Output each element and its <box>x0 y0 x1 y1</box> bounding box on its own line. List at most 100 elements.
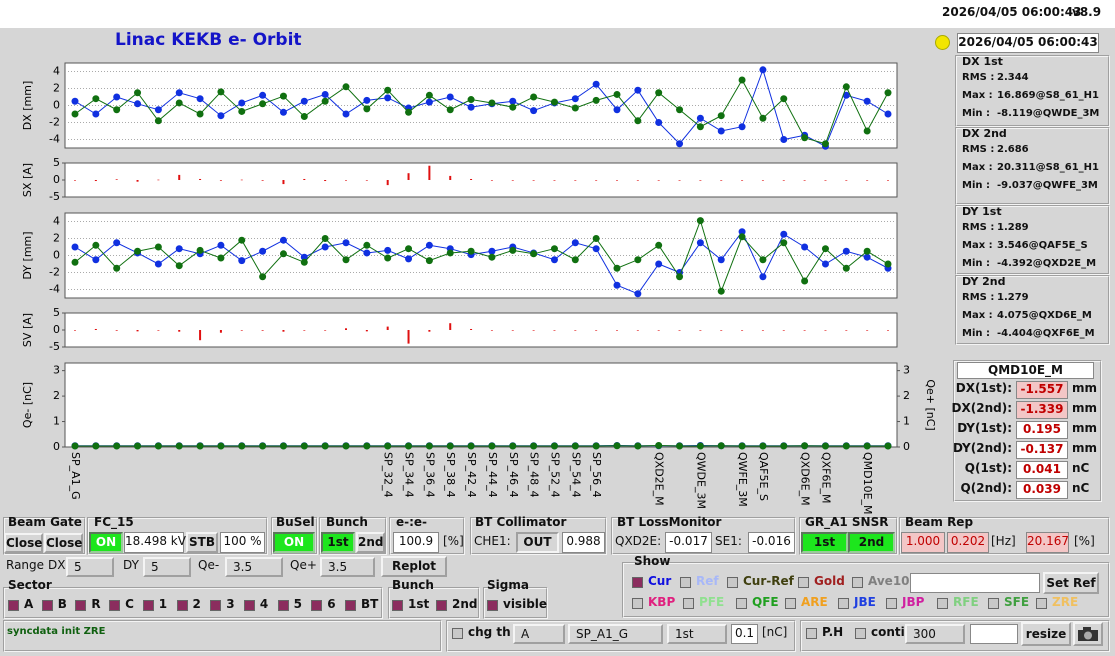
y-axis-label: DX [mm] <box>21 81 34 131</box>
button[interactable]: Close <box>44 533 83 553</box>
checkbox[interactable] <box>452 628 463 639</box>
button[interactable]: 2nd <box>356 532 385 553</box>
checkbox[interactable] <box>886 598 897 609</box>
data-point <box>217 112 225 120</box>
checkbox[interactable] <box>142 600 154 611</box>
checkbox[interactable] <box>736 598 747 609</box>
data-point <box>759 442 767 450</box>
data-point <box>279 108 287 116</box>
selected-label: DX(2nd): <box>951 401 1012 415</box>
data-point <box>801 277 809 285</box>
checkbox[interactable] <box>210 600 222 611</box>
checkbox[interactable] <box>487 600 498 611</box>
checkbox[interactable] <box>988 598 999 609</box>
checkbox[interactable] <box>680 577 691 588</box>
checkbox[interactable] <box>838 598 849 609</box>
checkbox[interactable] <box>632 577 643 588</box>
group <box>3 587 383 619</box>
checkbox[interactable] <box>855 628 866 639</box>
select[interactable]: 5 <box>143 557 191 577</box>
checkbox-label: 1st <box>408 597 430 611</box>
stats-panel <box>955 205 1110 275</box>
button[interactable]: Close <box>4 533 43 553</box>
x-tick-label: QMD10E_M <box>861 452 874 515</box>
button[interactable]: 1st <box>801 532 848 553</box>
selected-unit: mm <box>1072 421 1098 435</box>
data-point <box>530 107 538 115</box>
y-tick-label: -5 <box>49 340 60 353</box>
stats-value: -4.404@QXF6E_M <box>997 328 1095 339</box>
bar <box>470 328 473 330</box>
button[interactable]: STB <box>186 532 218 553</box>
data-point <box>113 106 121 114</box>
checkbox[interactable] <box>392 600 403 611</box>
selected-panel <box>953 360 1102 502</box>
checkbox[interactable] <box>937 598 948 609</box>
text-input[interactable]: 0.1 <box>731 624 758 644</box>
select[interactable]: 300 <box>905 624 965 644</box>
checkbox[interactable] <box>852 577 863 588</box>
bar <box>824 330 827 331</box>
checkbox[interactable] <box>176 600 188 611</box>
group-title: BuSel <box>276 515 315 529</box>
data-point <box>196 95 204 103</box>
data-point <box>676 273 684 281</box>
checkbox[interactable] <box>243 600 255 611</box>
checkbox[interactable] <box>632 598 643 609</box>
checkbox[interactable] <box>41 600 53 611</box>
data-point <box>113 442 121 450</box>
y-axis-label: SX [A] <box>21 163 34 197</box>
select[interactable]: SP_A1_G <box>568 624 663 644</box>
group-title: Bunch <box>326 515 368 529</box>
bar <box>178 174 181 180</box>
data-point <box>634 256 642 264</box>
bar <box>345 328 347 330</box>
bar <box>136 180 139 182</box>
bar <box>282 180 285 185</box>
checkbox[interactable] <box>727 577 738 588</box>
select[interactable]: 1st <box>667 624 727 644</box>
checkbox[interactable] <box>109 600 121 611</box>
selected-unit: mm <box>1072 381 1098 395</box>
select[interactable]: 5 <box>66 557 114 577</box>
button[interactable]: Set Ref <box>1043 572 1099 594</box>
data-point <box>759 66 767 74</box>
checkbox[interactable] <box>345 600 356 611</box>
data-point <box>738 123 746 131</box>
camera-button[interactable] <box>1073 622 1103 646</box>
checkbox[interactable] <box>785 598 796 609</box>
text-input[interactable] <box>970 624 1018 644</box>
checkbox[interactable] <box>798 577 809 588</box>
checkbox[interactable] <box>277 600 289 611</box>
data-point <box>279 442 287 450</box>
data-point <box>363 105 371 113</box>
checkbox[interactable] <box>1036 598 1047 609</box>
stats-label: Min : <box>962 180 990 191</box>
bar <box>74 180 76 181</box>
stats-label: Max : <box>962 310 993 321</box>
data-point <box>717 127 725 135</box>
checkbox-label: 2nd <box>452 597 478 611</box>
select[interactable]: 3.5 <box>320 557 375 577</box>
checkbox[interactable] <box>806 628 817 639</box>
data-point <box>717 442 725 450</box>
stats-value: 16.869@S8_61_H1 <box>997 90 1099 101</box>
button[interactable]: Replot <box>381 556 447 577</box>
checkbox[interactable] <box>75 600 87 611</box>
y-tick-label: -2 <box>49 266 60 279</box>
checkbox[interactable] <box>436 600 447 611</box>
checkbox[interactable] <box>311 600 323 611</box>
select[interactable]: A <box>513 624 565 644</box>
button[interactable]: 2nd <box>848 532 895 553</box>
bar <box>824 180 827 181</box>
button[interactable]: resize <box>1021 622 1071 646</box>
button[interactable]: 1st <box>321 532 355 553</box>
select[interactable]: 3.5 <box>225 557 283 577</box>
bar <box>282 330 285 332</box>
data-point <box>446 106 454 114</box>
text-input[interactable] <box>910 573 1040 593</box>
data-point <box>842 247 850 255</box>
checkbox[interactable] <box>683 598 694 609</box>
y2-tick-label: 2 <box>903 389 910 402</box>
checkbox[interactable] <box>8 600 19 611</box>
